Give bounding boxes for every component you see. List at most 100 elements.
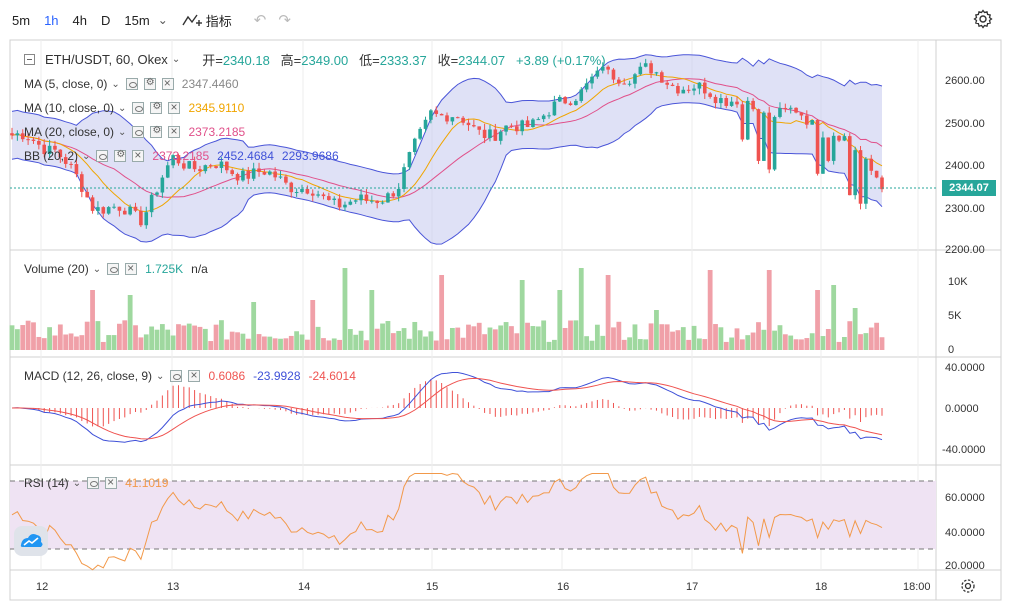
ma10-value: 2345.9110 [188,101,245,115]
volume-legend[interactable]: Volume (20)⌄ 1.725K n/a [24,261,208,276]
candle-body [455,117,460,119]
settings-gear-icon[interactable] [973,9,993,29]
candle-body [772,116,777,170]
candle-body [654,72,659,74]
eye-icon[interactable] [96,150,109,162]
time-label-17: 17 [686,581,698,593]
eye-icon[interactable] [107,263,120,275]
candle-body [552,101,557,116]
gear-icon[interactable] [143,77,156,90]
bb-legend[interactable]: BB (20, 2)⌄ 2373.2185 2452.4684 2293.968… [24,148,339,163]
ohlc-values: 开=2340.18 高=2349.00 低=2333.37 收=2344.07 … [202,53,606,68]
candle-body [182,163,186,169]
volume-bar [519,280,525,350]
candle-body [541,115,546,120]
eye-icon[interactable] [125,78,138,90]
current-price-tag: 2344.07 [942,180,996,196]
volume-bar [251,302,257,350]
close-icon[interactable] [161,76,174,90]
candlesticks [10,58,884,229]
volume-bar [165,329,171,350]
volume-bar [36,336,42,350]
close-icon[interactable] [188,368,201,382]
timeframe-5m[interactable]: 5m [12,12,31,28]
candle-body [214,166,218,168]
volume-bar [632,324,638,350]
ma20-legend[interactable]: MA (20, close, 0)⌄ 2373.2185 [24,124,246,139]
rsi-legend[interactable]: RSI (14)⌄ 41.1019 [24,475,168,490]
volume-bar [299,334,305,350]
close-icon[interactable] [132,148,145,162]
volume-bar [648,323,654,350]
candle-body [815,120,820,174]
macd-signal-value: -24.6014 [308,369,356,383]
change-value: +3.89 (+0.17%) [516,53,606,68]
volume-bar [568,320,573,350]
close-icon[interactable] [125,261,138,275]
volume-bar [127,295,133,350]
volume-value: 1.725K [145,262,184,276]
candle-body [80,174,84,192]
timeframe-1h[interactable]: 1h [44,12,59,28]
volume-bar [353,334,359,350]
candle-body [225,161,229,171]
ma5-legend[interactable]: MA (5, close, 0)⌄ 2347.4460 [24,76,239,91]
undo-icon[interactable]: ↶ [253,12,267,29]
volume-label-10k: 10K [948,276,968,288]
eye-icon[interactable] [170,370,183,382]
redo-icon[interactable]: ↷ [278,12,291,29]
volume-bar [224,339,230,350]
volume-bar [471,326,477,350]
candle-body [439,113,444,116]
volume-bar [342,268,348,350]
volume-bar [106,335,112,350]
volume-bar [256,334,262,350]
close-icon[interactable] [168,124,181,138]
indicators-label: 指标 [205,13,232,29]
close-icon[interactable] [105,475,118,489]
candle-body [445,115,449,122]
macd-legend[interactable]: MACD (12, 26, close, 9)⌄ 0.6086 -23.9928… [24,368,356,383]
chevron-down-icon[interactable]: ⌄ [171,54,181,65]
collapse-legend-button[interactable] [24,54,35,65]
candle-body [278,176,283,178]
bollinger-upper-line [11,54,883,175]
indicators-button[interactable]: 指标 [182,11,232,30]
gear-icon[interactable] [150,101,163,114]
volume-bar [154,329,160,350]
eye-icon[interactable] [132,102,145,114]
candle-body [606,66,610,70]
candle-body [461,117,465,123]
macd-label-40: 40.0000 [945,362,985,374]
volume-bar [697,338,702,350]
volume-bar [433,340,439,350]
candle-body [670,84,675,86]
macd-value: -23.9928 [253,369,301,383]
candle-body [37,140,41,145]
volume-bar [41,338,47,350]
candle-body [729,101,734,106]
timeframe-d[interactable]: D [101,12,111,28]
close-icon[interactable] [168,100,181,114]
eye-icon[interactable] [132,126,145,138]
timeframe-15m[interactable]: 15m [124,12,150,28]
volume-bar [616,321,622,350]
candle-body [649,63,653,74]
chevron-down-icon[interactable]: ⌄ [157,13,168,27]
gear-icon[interactable] [114,149,127,162]
volume-bar [278,338,283,350]
axis-settings-gear-icon[interactable] [961,579,975,593]
symbol-name[interactable]: ETH/USDT, 60, Okex [45,52,168,67]
candle-body [246,170,251,179]
open-value: 2340.18 [222,53,270,68]
timeframe-4h[interactable]: 4h [72,12,87,28]
gear-icon[interactable] [150,125,163,138]
eye-icon[interactable] [87,477,100,489]
ma10-legend[interactable]: MA (10, close, 0)⌄ 2345.9110 [24,100,245,115]
ma20-value: 2373.2185 [188,125,246,139]
candle-body [128,206,132,215]
volume-bar [680,327,686,350]
volume-bar [627,337,632,350]
candle-body [536,119,541,121]
